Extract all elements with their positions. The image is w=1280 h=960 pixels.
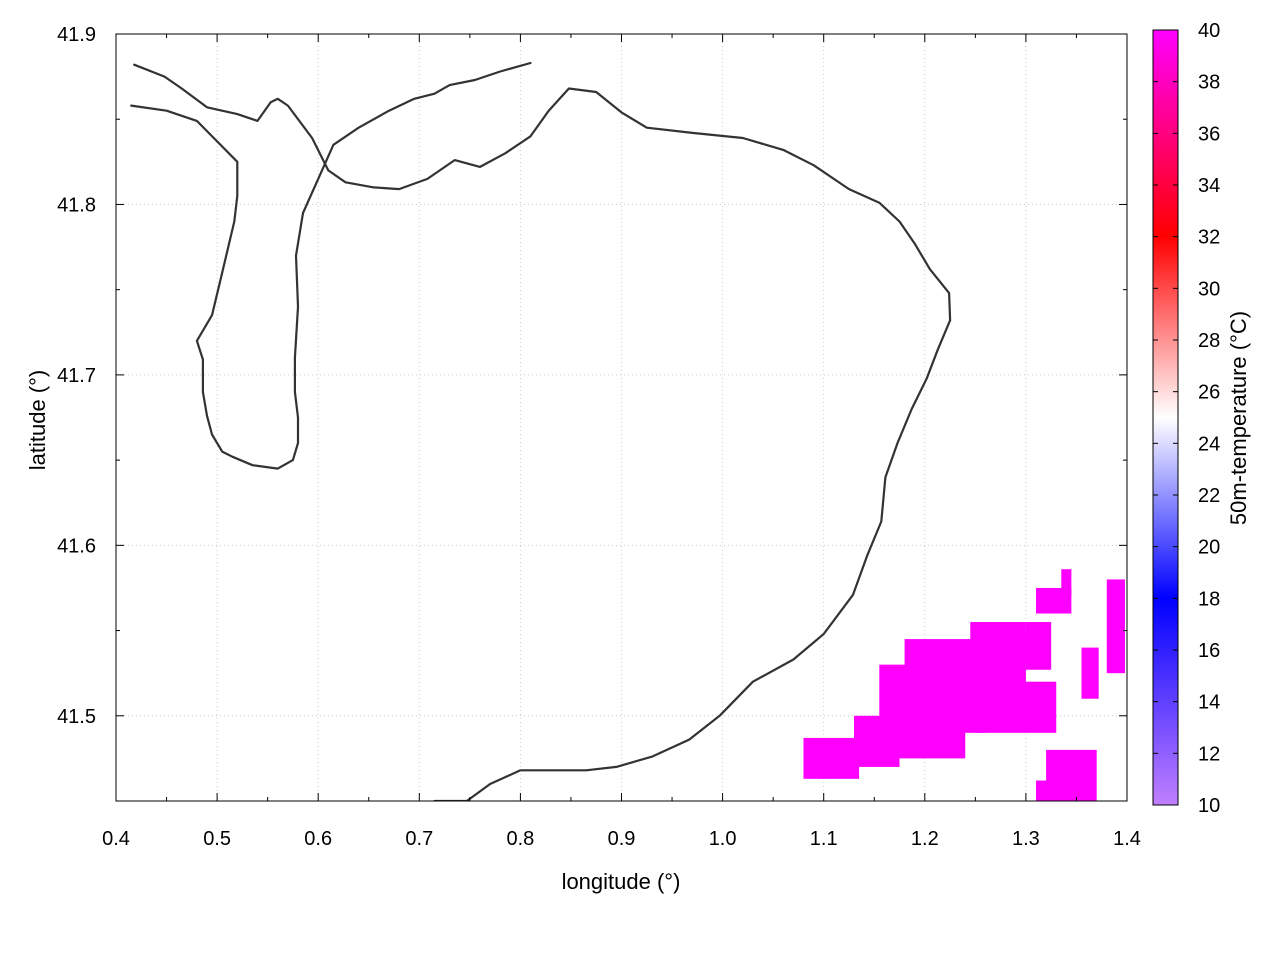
x-tick-label: 0.6 — [304, 828, 332, 850]
colorbar-tick-label: 24 — [1198, 433, 1220, 455]
y-axis: 41.5 41.6 41.7 41.8 41.9 — [57, 24, 1127, 802]
x-axis: 0.4 0.5 0.6 0.7 0.8 0.9 1.0 1.1 1.2 1.3 1.4 — [102, 34, 1141, 850]
colorbar-tick-label: 10 — [1198, 795, 1220, 817]
colorbar-tick-label: 26 — [1198, 382, 1220, 404]
heat-cell — [1106, 579, 1125, 674]
colorbar-tick-label: 34 — [1198, 175, 1220, 197]
colorbar-tick-label: 36 — [1198, 123, 1220, 145]
x-tick-label: 1.1 — [810, 828, 838, 850]
heat-cell — [1081, 647, 1099, 699]
x-tick-label: 1.2 — [911, 828, 939, 850]
colorbar-label: 50m-temperature (°C) — [1226, 311, 1251, 525]
colorbar-tick-label: 18 — [1198, 588, 1220, 610]
y-tick-label: 41.7 — [57, 365, 96, 387]
x-tick-label: 0.8 — [506, 828, 534, 850]
colorbar-tick-label: 22 — [1198, 485, 1220, 507]
heat-cell — [803, 737, 860, 779]
heat-cell — [1036, 780, 1072, 801]
x-tick-label: 0.4 — [102, 828, 130, 850]
y-axis-label: latitude (°) — [25, 370, 50, 471]
heat-cell — [1061, 569, 1072, 597]
y-tick-label: 41.5 — [57, 706, 96, 728]
x-tick-label: 1.4 — [1113, 828, 1141, 850]
contour-line — [130, 61, 532, 470]
y-tick-label: 41.6 — [57, 535, 96, 557]
colorbar-tick-label: 40 — [1198, 20, 1220, 42]
contour-lines — [130, 61, 952, 801]
contour-line — [433, 319, 952, 801]
colorbar-ticks: 10 12 14 16 18 20 22 24 26 28 30 32 34 36 38 40 — [1153, 20, 1220, 817]
y-tick-label: 41.9 — [57, 24, 96, 46]
x-tick-label: 1.3 — [1012, 828, 1040, 850]
colorbar-tick-label: 28 — [1198, 330, 1220, 352]
colorbar-tick-label: 32 — [1198, 227, 1220, 249]
x-axis-label: longitude (°) — [562, 869, 681, 894]
colorbar-tick-label: 38 — [1198, 72, 1220, 94]
colorbar-tick-label: 12 — [1198, 743, 1220, 765]
x-tick-label: 0.5 — [203, 828, 231, 850]
colorbar-tick-label: 30 — [1198, 278, 1220, 300]
contour-line — [133, 63, 952, 322]
colorbar-tick-label: 20 — [1198, 537, 1220, 559]
x-tick-label: 1.0 — [709, 828, 737, 850]
x-tick-label: 0.7 — [405, 828, 433, 850]
temperature-field — [803, 569, 1125, 801]
colorbar — [1152, 29, 1179, 806]
y-tick-label: 41.8 — [57, 194, 96, 216]
heat-cell — [1005, 630, 1047, 665]
colorbar-tick-label: 14 — [1198, 692, 1220, 714]
colorbar-tick-label: 16 — [1198, 640, 1220, 662]
x-tick-label: 0.9 — [608, 828, 636, 850]
